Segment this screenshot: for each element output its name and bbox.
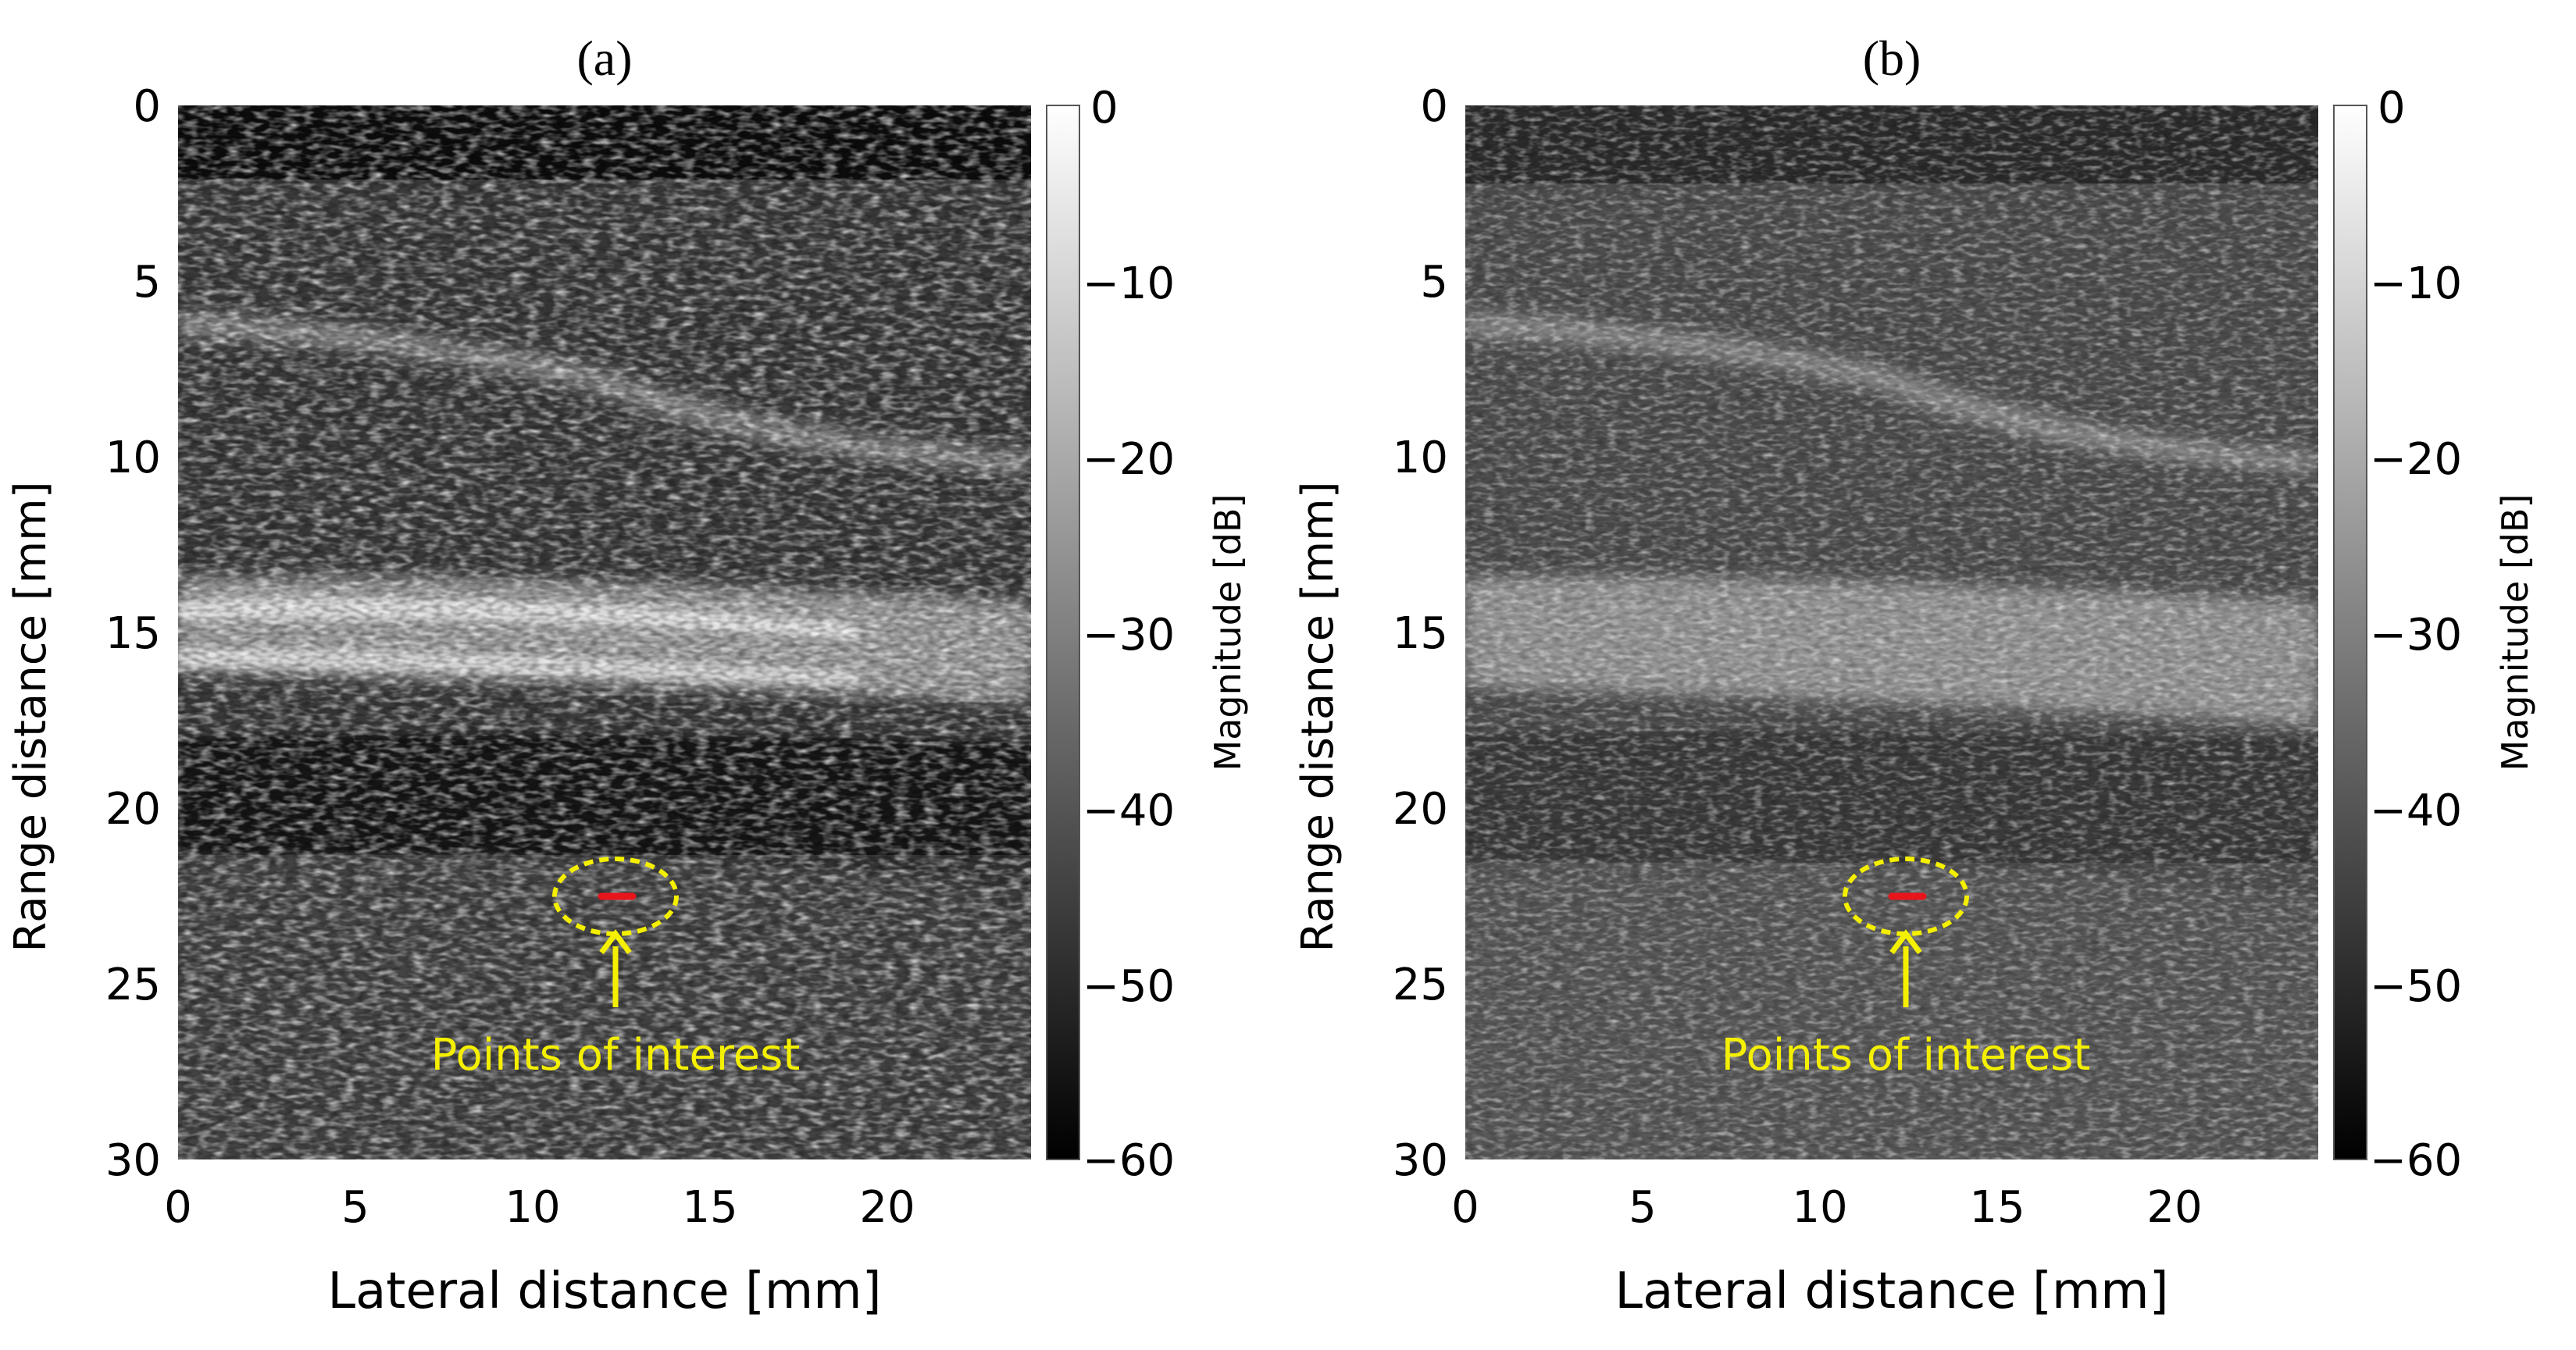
panel-a-ytick: 30: [105, 1135, 161, 1186]
panel-a-cbtick: −30: [1083, 610, 1175, 661]
panel-a-arrowhead: [599, 929, 632, 955]
panel-a-cbtick: −60: [1083, 1135, 1175, 1186]
panel-b-ytick: 15: [1393, 608, 1448, 659]
panel-b-cbtick: −40: [2370, 785, 2462, 836]
panel-b-ytick: 10: [1393, 433, 1448, 483]
panel-a-colorbar-label: Magnitude [dB]: [1207, 494, 1249, 771]
panel-a-colorbar: 0 −10 −20 −30 −40 −50 −60 Magnitude [dB]: [1046, 83, 1249, 1186]
panel-b-ytick: 5: [1420, 257, 1448, 308]
panel-b-colorbar-label: Magnitude [dB]: [2494, 494, 2536, 771]
panel-a-cbtick: −50: [1083, 961, 1175, 1012]
panel-a-x-axis: 0 5 10 15 20 Lateral distance [mm]: [164, 1182, 915, 1320]
panel-a-cbtick: −20: [1083, 434, 1175, 485]
panel-b-cbtick: −50: [2370, 961, 2462, 1012]
panel-b-annotation-label: Points of interest: [1721, 1030, 2091, 1081]
panel-a-xtick: 0: [164, 1182, 192, 1233]
panel-b-xtick: 0: [1451, 1182, 1479, 1233]
panel-a-cbtick: −40: [1083, 785, 1175, 836]
panel-a-xlabel: Lateral distance [mm]: [327, 1263, 881, 1320]
panel-a-xtick: 5: [341, 1182, 369, 1233]
panel-a-title: (a): [576, 30, 632, 86]
panel-a-xtick: 20: [859, 1182, 915, 1233]
panel-a-ytick: 0: [133, 81, 161, 132]
panel-a-xtick: 15: [682, 1182, 737, 1233]
panel-a-ylabel: Range distance [mm]: [5, 481, 56, 952]
panel-a-y-axis: Range distance [mm] 0 5 10 15 20 25 30: [5, 81, 161, 1186]
panel-b-xtick: 20: [2146, 1182, 2202, 1233]
panel-a-ytick: 10: [105, 433, 161, 483]
panel-b: (b) Range distance [mm] 0 5 10 15 20 25 …: [1293, 30, 2536, 1320]
panel-b-x-axis: 0 5 10 15 20 Lateral distance [mm]: [1451, 1182, 2202, 1320]
panel-a-cbtick: −10: [1083, 258, 1175, 309]
panel-a: (a) Range distance [mm] 0 5 10 15 20 25 …: [5, 30, 1249, 1320]
panel-b-y-axis: Range distance [mm] 0 5 10 15 20 25 30: [1293, 81, 1448, 1186]
panel-a-ytick: 15: [105, 608, 161, 659]
panel-b-xtick: 15: [1969, 1182, 2025, 1233]
panel-b-ytick: 25: [1393, 960, 1448, 1010]
panel-b-xtick: 10: [1792, 1182, 1847, 1233]
panel-b-colorbar: 0 −10 −20 −30 −40 −50 −60 Magnitude [dB]: [2333, 83, 2536, 1186]
panel-a-annotation: Points of interest: [431, 857, 801, 1081]
panel-a-xtick: 10: [505, 1182, 560, 1233]
panel-b-ylabel: Range distance [mm]: [1293, 481, 1343, 952]
panel-a-cbtick: 0: [1090, 83, 1119, 134]
panel-b-annotation: Points of interest: [1721, 857, 2091, 1081]
panel-b-cbtick: −10: [2370, 258, 2462, 309]
panel-b-cbtick: −20: [2370, 434, 2462, 485]
panel-b-xlabel: Lateral distance [mm]: [1614, 1263, 2168, 1320]
panel-b-cbtick: −30: [2370, 610, 2462, 661]
panel-b-ultrasound-image: [1465, 105, 2318, 1159]
panel-b-title: (b): [1863, 30, 1921, 86]
panel-a-ytick: 20: [105, 784, 161, 835]
panel-b-ytick: 0: [1420, 81, 1448, 132]
panel-b-xtick: 5: [1629, 1182, 1657, 1233]
panel-b-cbtick: −60: [2370, 1135, 2462, 1186]
panel-b-ytick: 20: [1393, 784, 1448, 835]
panel-a-ultrasound-image: [178, 105, 1031, 1159]
panel-a-ytick: 5: [133, 257, 161, 308]
panel-a-ytick: 25: [105, 960, 161, 1010]
panel-a-annotation-label: Points of interest: [431, 1030, 801, 1081]
panel-b-arrowhead: [1889, 929, 1922, 955]
panel-b-cbtick: 0: [2378, 83, 2406, 134]
panel-b-ytick: 30: [1393, 1135, 1448, 1186]
